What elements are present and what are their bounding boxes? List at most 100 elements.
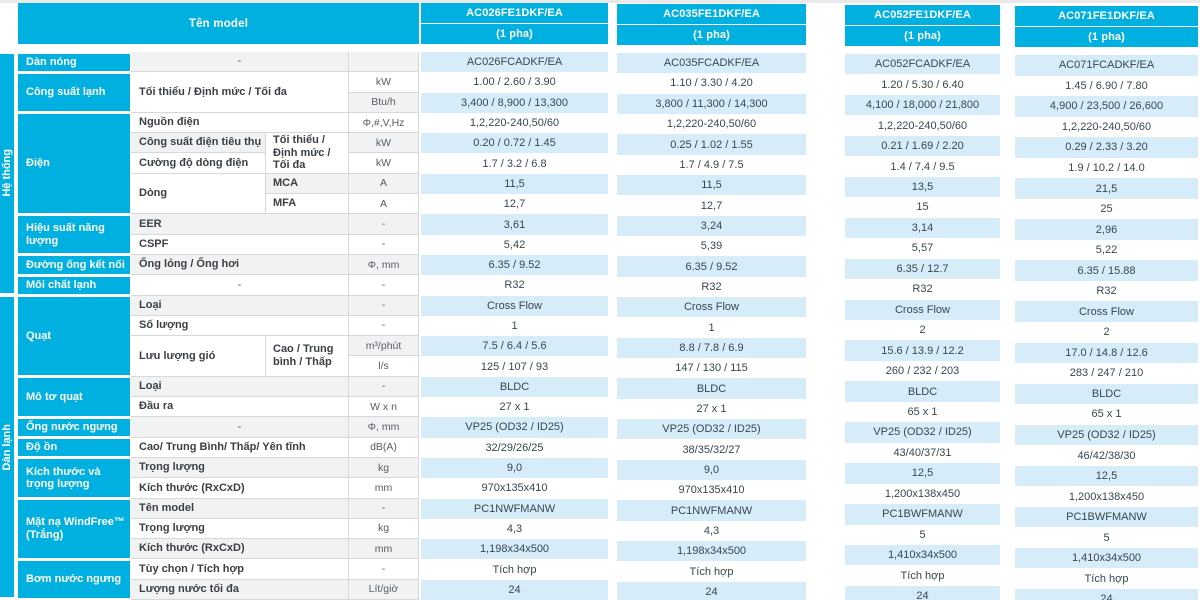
value-cell: 24 [421, 579, 608, 600]
value-cell: 1,410x34x500 [1015, 547, 1198, 569]
top-strip [0, 0, 1200, 3]
unit-cell: l/s [349, 356, 419, 377]
value-cell: 3,24 [617, 215, 806, 237]
unit-cell: W x n [349, 397, 419, 418]
value-cell: 7.5 / 6.4 / 5.6 [421, 336, 608, 357]
spec-label-cell: - [131, 417, 349, 438]
column-header-phase: (1 pha) [617, 25, 806, 45]
unit-cell: kg [349, 457, 419, 479]
column-header-phase: (1 pha) [845, 26, 1000, 46]
value-cell: 283 / 247 / 210 [1015, 363, 1198, 384]
value-cell: 25 [1015, 198, 1198, 220]
value-cell: 5,22 [1015, 239, 1198, 261]
value-cell: Cross Flow [845, 299, 1000, 320]
value-cell: AC052FCADKF/EA [845, 54, 1000, 75]
unit-cell: Btu/h [349, 92, 419, 113]
value-cell: VP25 (OD32 / ID25) [421, 417, 608, 438]
value-cell: Cross Flow [617, 297, 806, 318]
spec-sublabel-cell: Cao / Trung bình / Thấp [266, 336, 349, 377]
value-cell: 125 / 107 / 93 [421, 356, 608, 377]
spec-sublabel-cell: Tối thiểu / Định mức / Tối đa [266, 133, 349, 174]
value-cell: 1.10 / 3.30 / 4.20 [617, 73, 806, 94]
value-cell: 9,0 [617, 459, 806, 481]
unit-cell [349, 52, 419, 73]
section-bar: Hệ thống [0, 53, 14, 294]
value-cell: 27 x 1 [421, 397, 608, 418]
value-cell: 3,61 [421, 214, 608, 235]
category-cell: Dàn nóng [18, 53, 130, 71]
category-cell: Quạt [18, 297, 130, 376]
value-cell: 15 [845, 197, 1000, 218]
spec-label-cell: Kích thước (RxCxD) [131, 478, 349, 499]
category-cell: Điện [18, 114, 130, 213]
spec-label-cell: Trọng lượng [131, 457, 349, 479]
unit-cell: mm [349, 478, 419, 499]
value-cell: 5 [845, 524, 1000, 545]
value-cell: AC035FCADKF/EA [617, 53, 806, 74]
spec-label-cell: Tối thiểu / Định mức / Tối đa [131, 72, 349, 113]
value-cell: 5,57 [845, 238, 1000, 259]
unit-cell: kW [349, 72, 419, 93]
value-cell: 6.35 / 15.88 [1015, 260, 1198, 281]
value-cell: 1,410x34x500 [845, 545, 1000, 566]
value-cell: BLDC [845, 381, 1000, 402]
unit-cell: kg [349, 518, 419, 540]
unit-cell: dB(A) [349, 437, 419, 458]
value-cell: 1,2,220-240,50/60 [845, 115, 1000, 136]
value-cell: 1.4 / 7.4 / 9.5 [845, 156, 1000, 177]
value-cell: R32 [1015, 280, 1198, 302]
value-cell: 970x135x410 [421, 478, 608, 499]
value-cell: 3,400 / 8,900 / 13,300 [421, 92, 608, 113]
value-cell: PC1NWFMANW [421, 498, 608, 519]
value-cell: 4,900 / 23,500 / 26,600 [1015, 96, 1198, 117]
value-cell: 1.20 / 5.30 / 6.40 [845, 74, 1000, 95]
column-header-phase: (1 pha) [421, 24, 608, 44]
value-cell: BLDC [421, 376, 608, 398]
value-cell: 970x135x410 [617, 480, 806, 501]
section-bar-label: Dàn lạnh [1, 424, 13, 471]
value-cell: 27 x 1 [617, 398, 806, 420]
value-cell: 6.35 / 12.7 [845, 258, 1000, 280]
value-cell: 1,200x138x450 [845, 483, 1000, 505]
value-cell: 1,2,220-240,50/60 [421, 112, 608, 134]
spec-label-cell: EER [131, 214, 349, 235]
value-cell: Tích hợp [845, 565, 1000, 586]
value-cell: 0.21 / 1.69 / 2.20 [845, 135, 1000, 157]
value-cell: 12,7 [617, 195, 806, 216]
unit-cell: Φ,#,V,Hz [349, 112, 419, 134]
value-cell: 11,5 [617, 175, 806, 196]
value-cell: 5 [1015, 527, 1198, 548]
value-cell: 24 [1015, 589, 1198, 600]
value-cell: BLDC [617, 378, 806, 399]
value-cell: 12,5 [845, 463, 1000, 484]
value-cell: 12,7 [421, 194, 608, 215]
unit-cell: - [349, 214, 419, 235]
spec-label-cell: Loại [131, 295, 349, 316]
value-cell: 1,200x138x450 [1015, 486, 1198, 507]
value-cell: 43/40/37/31 [845, 442, 1000, 464]
value-cell: 0.20 / 0.72 / 1.45 [421, 133, 608, 154]
category-cell: Hiệu suất năng lượng [18, 215, 130, 254]
value-cell: VP25 (OD32 / ID25) [845, 422, 1000, 443]
unit-cell: Φ, mm [349, 417, 419, 438]
spec-label-cell: Kích thước (RxCxD) [131, 539, 349, 560]
unit-cell: m³/phút [349, 336, 419, 357]
unit-cell: - [349, 234, 419, 255]
value-cell: R32 [421, 275, 608, 296]
unit-cell: kW [349, 153, 419, 174]
value-cell: AC071FCADKF/EA [1015, 55, 1198, 76]
unit-cell: - [349, 498, 419, 519]
value-cell: 4,100 / 18,000 / 21,800 [845, 94, 1000, 116]
category-cell: Mặt nạ WindFree™ (Trắng) [18, 500, 130, 558]
value-cell: VP25 (OD32 / ID25) [1015, 424, 1198, 446]
value-cell: 5,42 [421, 234, 608, 255]
value-cell: 15.6 / 13.9 / 12.2 [845, 340, 1000, 361]
value-cell: 65 x 1 [845, 401, 1000, 423]
value-cell: 2 [845, 319, 1000, 341]
value-cell: 8.8 / 7.8 / 6.9 [617, 337, 806, 359]
value-cell: 4,3 [421, 518, 608, 540]
value-cell: 1.7 / 4.9 / 7.5 [617, 154, 806, 175]
value-cell: 2,96 [1015, 219, 1198, 240]
spec-label-cell: Tùy chọn / Tích hợp [131, 559, 349, 580]
section-bar-label: Hệ thống [1, 149, 13, 198]
